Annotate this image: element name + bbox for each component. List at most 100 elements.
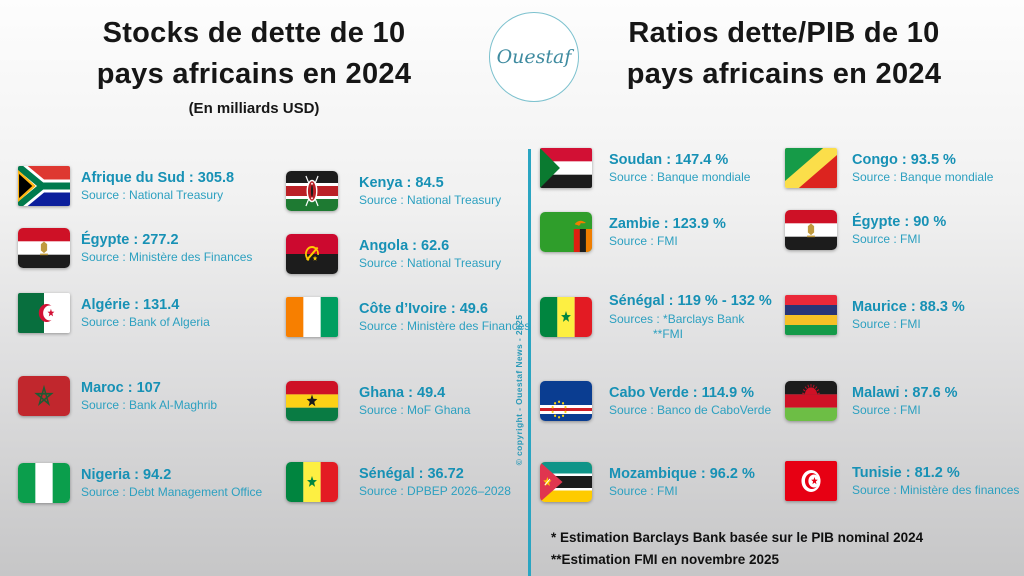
country-texts: Cabo Verde : 114.9 % Source : Banco de Ca… [609,385,771,418]
country-entry: Nigeria : 94.2 Source : Debt Management O… [18,462,262,504]
flag-cote-divoire [286,297,338,337]
country-label: Ghana : 49.4 [359,384,446,401]
country-source: Source : Ministère des finances [852,483,1020,498]
country-label: Zambie : 123.9 % [609,215,726,232]
country-source: Source : FMI [609,234,678,249]
vertical-divider [528,149,531,576]
country-label: Kenya : 84.5 [359,174,444,191]
flag-nigeria [18,463,70,503]
country-entry: Zambie : 123.9 % Source : FMI [540,211,726,253]
country-texts: Ghana : 49.4 Source : MoF Ghana [359,385,470,418]
flag-angola [286,234,338,274]
country-source: Source : DPBEP 2026–2028 [359,484,511,499]
country-entry: Égypte : 277.2 Source : Ministère des Fin… [18,227,252,269]
country-texts: Angola : 62.6 Source : National Treasury [359,238,501,271]
right-title-line2: pays africains en 2024 [626,58,942,90]
country-entry: Malawi : 87.6 % Source : FMI [785,380,958,422]
country-entry: Sénégal : 36.72 Source : DPBEP 2026–2028 [286,461,511,503]
country-texts: Maroc : 107 Source : Bank Al-Maghrib [81,380,217,413]
flag-malawi [785,381,837,421]
country-texts: Afrique du Sud : 305.8 Source : National … [81,170,234,203]
country-source: Source : FMI [609,484,678,499]
country-source-2: **FMI [653,326,683,341]
country-source: Source : Bank of Algeria [81,315,210,330]
country-entry: Maurice : 88.3 % Source : FMI [785,294,965,336]
country-label: Égypte : 277.2 [81,231,179,248]
left-panel-subtitle: (En milliards USD) [188,100,320,117]
country-entry: Côte d’Ivoire : 49.6 Source : Ministère d… [286,296,530,338]
country-label: Soudan : 147.4 % [609,151,729,168]
country-entry: Afrique du Sud : 305.8 Source : National … [18,165,234,207]
country-label: Maroc : 107 [81,379,161,396]
country-label: Algérie : 131.4 [81,296,180,313]
country-label: Congo : 93.5 % [852,151,956,168]
flag-algeria [18,293,70,333]
country-texts: Côte d’Ivoire : 49.6 Source : Ministère d… [359,301,530,334]
flag-egypt [785,210,837,250]
country-texts: Tunisie : 81.2 % Source : Ministère des f… [852,465,1019,498]
country-texts: Algérie : 131.4 Source : Bank of Algeria [81,297,210,330]
country-label: Sénégal : 119 % - 132 % [609,293,772,310]
country-source: Source : Banque mondiale [609,170,751,185]
flag-mauritius [785,295,837,335]
country-source: Source : National Treasury [359,256,502,271]
country-texts: Égypte : 277.2 Source : Ministère des Fin… [81,232,252,265]
country-texts: Maurice : 88.3 % Source : FMI [852,299,965,332]
footnote-barclays: * Estimation Barclays Bank basée sur le … [551,530,924,545]
left-panel-title: Stocks de dette de 10 pays africains en … [10,13,498,95]
left-title-line2: pays africains en 2024 [96,58,412,90]
country-label: Nigeria : 94.2 [81,466,172,483]
country-source: Source : Ministère des Finances [359,319,531,334]
country-texts: Malawi : 87.6 % Source : FMI [852,385,958,418]
country-entry: Mozambique : 96.2 % Source : FMI [540,461,755,503]
country-texts: Mozambique : 96.2 % Source : FMI [609,466,755,499]
right-panel-title: Ratios dette/PIB de 10 pays africains en… [556,13,1012,95]
country-source: Source : Ministère des Finances [81,250,253,265]
country-label: Côte d’Ivoire : 49.6 [359,300,488,317]
flag-senegal [286,462,338,502]
flag-tunisia [785,461,837,501]
country-source: Source : Banco de CaboVerde [609,403,772,418]
flag-congo [785,148,837,188]
country-entry: Maroc : 107 Source : Bank Al-Maghrib [18,375,217,417]
country-entry: Tunisie : 81.2 % Source : Ministère des f… [785,460,1019,502]
country-texts: Zambie : 123.9 % Source : FMI [609,216,726,249]
country-source: Source : MoF Ghana [359,403,471,418]
country-entry: Angola : 62.6 Source : National Treasury [286,233,501,275]
footnotes: * Estimation Barclays Bank basée sur le … [551,527,923,572]
country-texts: Sénégal : 36.72 Source : DPBEP 2026–2028 [359,466,511,499]
flag-sudan [540,148,592,188]
country-texts: Kenya : 84.5 Source : National Treasury [359,175,501,208]
country-entry: Ghana : 49.4 Source : MoF Ghana [286,380,470,422]
country-label: Angola : 62.6 [359,237,450,254]
country-texts: Nigeria : 94.2 Source : Debt Management O… [81,467,262,500]
country-entry: Congo : 93.5 % Source : Banque mondiale [785,147,993,189]
footnote-fmi: **Estimation FMI en novembre 2025 [551,552,780,568]
country-entry: Sénégal : 119 % - 132 % Sources : *Barcla… [540,293,772,341]
country-label: Sénégal : 36.72 [359,465,464,482]
country-entry: Soudan : 147.4 % Source : Banque mondiale [540,147,750,189]
ouestaf-logo: Ouestaf [489,12,579,102]
ouestaf-logo-text: Ouestaf [496,46,572,68]
country-texts: Égypte : 90 % Source : FMI [852,214,946,247]
country-label: Malawi : 87.6 % [852,384,958,401]
country-texts: Congo : 93.5 % Source : Banque mondiale [852,152,993,185]
country-entry: Algérie : 131.4 Source : Bank of Algeria [18,292,210,334]
country-label: Mozambique : 96.2 % [609,465,755,482]
flag-zambia [540,212,592,252]
country-source: Source : FMI [852,403,921,418]
country-label: Afrique du Sud : 305.8 [81,169,235,186]
flag-ghana [286,381,338,421]
country-source: Source : FMI [852,317,921,332]
country-source: Source : National Treasury [81,188,224,203]
country-source: Source : Banque mondiale [852,170,994,185]
flag-morocco [18,376,70,416]
flag-mozambique [540,462,592,502]
country-source: Source : Debt Management Office [81,485,263,500]
country-entry: Cabo Verde : 114.9 % Source : Banco de Ca… [540,380,771,422]
country-label: Maurice : 88.3 % [852,298,965,315]
flag-egypt [18,228,70,268]
flag-cape-verde [540,381,592,421]
flag-kenya [286,171,338,211]
